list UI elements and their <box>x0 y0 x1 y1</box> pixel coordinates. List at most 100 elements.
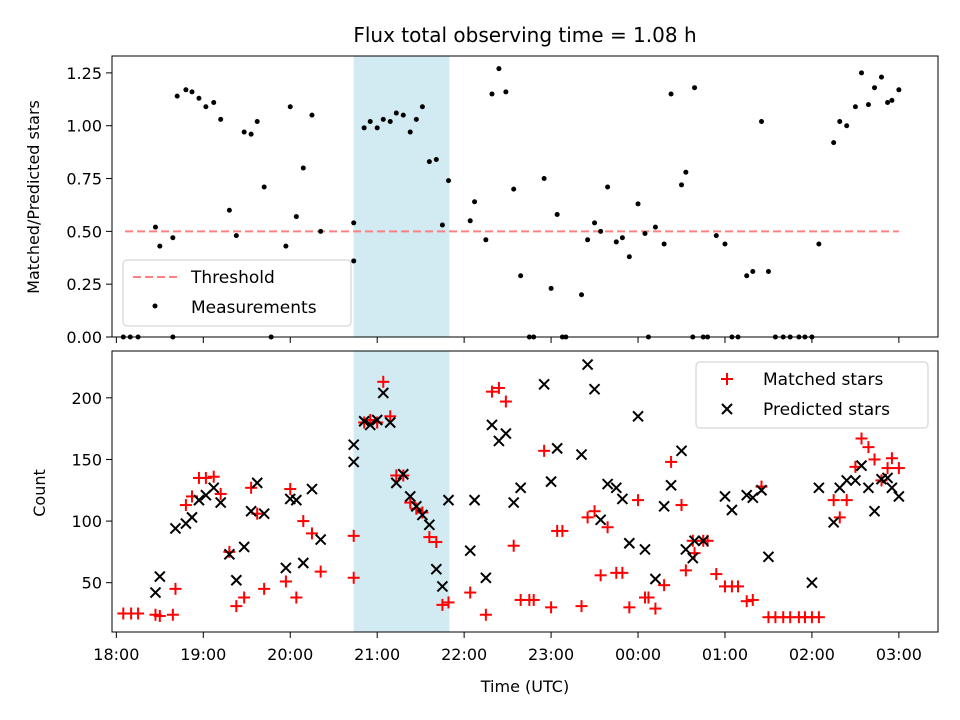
ratio-y-axis-label: Matched/Predicted stars <box>24 100 43 294</box>
count-x-tick-label: 02:00 <box>789 645 835 664</box>
matched-star-point <box>199 471 212 484</box>
matched-star-point <box>305 527 318 540</box>
measurement-point <box>351 258 357 264</box>
measurement-point <box>787 334 793 340</box>
predicted-star-point <box>581 358 594 371</box>
measurement-point <box>400 112 406 118</box>
count-y-tick-label: 150 <box>71 450 102 469</box>
predicted-star-point <box>687 552 699 564</box>
measurement-point <box>613 239 619 245</box>
matched-star-point <box>616 566 629 579</box>
matched-star-point <box>556 524 569 537</box>
count-legend-box <box>695 361 929 429</box>
measurement-point <box>439 222 445 228</box>
measurement-point <box>170 235 176 241</box>
measurements-legend-marker <box>152 303 158 309</box>
predicted-star-point <box>868 505 881 517</box>
matched-star-point <box>632 494 645 507</box>
measurement-point <box>683 169 689 175</box>
measurement-point <box>426 159 432 165</box>
predicted-star-point <box>464 544 476 557</box>
matched-star-point <box>545 601 558 614</box>
predicted-star-point <box>280 562 292 574</box>
measurement-point <box>531 334 537 340</box>
count-plot-area: 50 100 150 200 18:00 19:00 20:00 21:00 22:00 23:0… <box>71 350 939 664</box>
measurement-point <box>393 110 399 116</box>
measurement-point <box>367 118 373 124</box>
measurement-point <box>489 91 495 97</box>
measurement-point <box>772 334 778 340</box>
matched-star-point <box>827 494 840 507</box>
measurement-point <box>661 241 667 247</box>
matched-star-point <box>642 591 655 604</box>
predicted-star-point <box>314 533 327 546</box>
measurement-point <box>268 334 274 340</box>
predicted-star-point <box>390 477 403 489</box>
measurement-point <box>189 89 195 95</box>
count-y-tick-label: 200 <box>71 389 102 408</box>
matched-star-point <box>230 600 243 613</box>
matched-star-point <box>885 452 898 465</box>
predicted-star-point <box>665 479 677 492</box>
measurement-point <box>120 334 126 340</box>
predicted-star-point <box>881 472 894 484</box>
predicted-star-point <box>840 474 853 487</box>
ratio-y-tick-label: 1.00 <box>66 117 102 136</box>
measurement-point <box>690 334 696 340</box>
measurement-point <box>885 99 891 105</box>
measurement-point <box>511 186 517 192</box>
measurement-point <box>735 334 741 340</box>
predicted-star-point <box>658 500 670 512</box>
measurement-point <box>361 125 367 131</box>
matched-star-point <box>665 455 678 468</box>
matched-star-point <box>314 565 327 578</box>
predicted-star-point <box>545 475 557 488</box>
ratio-y-tick-label: 0.50 <box>66 222 102 241</box>
matched-star-point <box>166 608 179 621</box>
measurement-point <box>183 87 189 93</box>
measurement-point <box>896 87 902 93</box>
measurement-point <box>889 97 895 103</box>
matched-star-point <box>575 600 588 613</box>
count-legend: Matched stars Predicted stars <box>695 361 929 429</box>
predicted-star-point <box>594 514 607 526</box>
measurement-point <box>127 334 133 340</box>
measurement-point <box>196 95 202 101</box>
measurement-point <box>226 207 232 213</box>
matched-legend-marker <box>721 373 733 385</box>
predicted-star-point <box>806 576 818 589</box>
chart-title: Flux total observing time = 1.08 h <box>353 23 696 47</box>
matched-star-point <box>132 607 145 620</box>
count-panel: 50 100 150 200 18:00 19:00 20:00 21:00 22:00 23:0… <box>30 350 939 696</box>
measurement-point <box>472 199 478 205</box>
matched-star-point <box>601 521 614 534</box>
matched-star-point <box>436 598 449 611</box>
count-axes-frame <box>111 350 939 633</box>
ratio-y-tick-label: 0.25 <box>66 275 102 294</box>
measurement-point <box>831 140 837 146</box>
measurement-point <box>433 157 439 163</box>
measurement-point <box>605 184 611 190</box>
measurement-point <box>211 99 217 105</box>
predicted-star-point <box>616 493 629 505</box>
predicted-star-point <box>208 482 220 494</box>
matched-star-point <box>649 602 662 615</box>
count-y-tick-label: 50 <box>82 574 102 593</box>
matched-star-point <box>290 591 303 604</box>
predicted-star-point <box>245 505 257 517</box>
measurement-point <box>722 241 728 247</box>
predicted-star-point <box>230 574 243 586</box>
matched-star-point <box>594 569 607 582</box>
predicted-star-point <box>813 482 825 494</box>
matched-star-point <box>284 483 297 496</box>
measurement-point <box>865 102 871 108</box>
predicted-star-point <box>290 494 303 506</box>
measurement-point <box>287 104 293 110</box>
predicted-star-point <box>719 490 731 503</box>
predicted-star-point <box>404 490 416 503</box>
measurement-point <box>419 104 425 110</box>
predicted-star-point <box>468 494 481 506</box>
predicted-star-point <box>480 572 492 584</box>
measurement-point <box>241 129 247 135</box>
matched-star-point <box>675 499 688 512</box>
